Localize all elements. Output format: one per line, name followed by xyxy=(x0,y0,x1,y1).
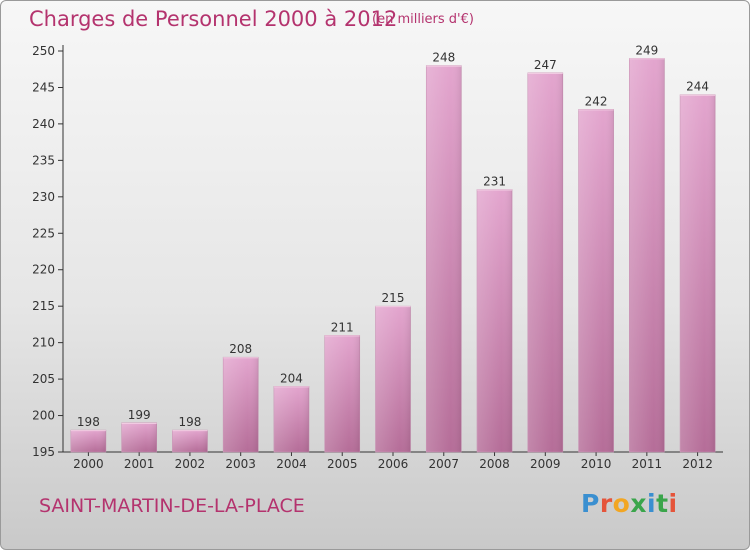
x-tick-label-2011: 2011 xyxy=(632,457,663,471)
bar-shade-2002 xyxy=(172,430,208,452)
x-tick-label-2003: 2003 xyxy=(225,457,256,471)
x-tick-label-2010: 2010 xyxy=(581,457,612,471)
y-tick-label: 235 xyxy=(32,153,55,167)
data-label-2010: 242 xyxy=(585,94,608,108)
x-tick-label-2006: 2006 xyxy=(378,457,409,471)
chart-title: Charges de Personnel 2000 à 2012 xyxy=(29,7,398,31)
data-label-2004: 204 xyxy=(280,371,303,385)
x-tick-label-2000: 2000 xyxy=(73,457,104,471)
logo-letter: P xyxy=(581,489,600,518)
chart-axes: 195 200 205 210 215 220 225 230 235 240 245 250 2000… xyxy=(32,44,723,471)
bar-shade-2008 xyxy=(477,189,513,452)
data-label-2008: 231 xyxy=(483,175,506,189)
data-label-2012: 244 xyxy=(686,80,709,94)
bar-shade-2009 xyxy=(527,72,563,452)
bar-shade-2004 xyxy=(273,386,309,452)
y-tick-label: 210 xyxy=(32,336,55,350)
logo-letter: r xyxy=(599,489,613,518)
bar-shade-2000 xyxy=(70,430,106,452)
chart-bars xyxy=(70,57,716,453)
chart-subtitle: (en milliers d'€) xyxy=(372,12,474,27)
y-tick-label: 230 xyxy=(32,190,55,204)
data-label-2006: 215 xyxy=(382,291,405,305)
bar-shade-2007 xyxy=(426,65,462,452)
y-tick-label: 205 xyxy=(32,372,55,386)
y-tick-label: 240 xyxy=(32,117,55,131)
data-label-2009: 247 xyxy=(534,58,557,72)
bar-shade-2005 xyxy=(324,335,360,452)
y-tick-label: 220 xyxy=(32,263,55,277)
data-label-2001: 199 xyxy=(128,408,151,422)
bar-shade-2006 xyxy=(375,306,411,452)
y-tick-label: 195 xyxy=(32,445,55,459)
data-label-2011: 249 xyxy=(635,43,658,57)
data-label-2000: 198 xyxy=(77,415,100,429)
logo-letter: x xyxy=(630,489,647,518)
data-label-2005: 211 xyxy=(331,320,354,334)
proxiti-logo: Proxiti xyxy=(581,489,678,518)
x-tick-label-2001: 2001 xyxy=(124,457,155,471)
bar-shade-2012 xyxy=(680,94,716,452)
bar-shade-2001 xyxy=(121,422,157,452)
x-tick-label-2005: 2005 xyxy=(327,457,358,471)
y-tick-label: 215 xyxy=(32,299,55,313)
commune-name: SAINT-MARTIN-DE-LA-PLACE xyxy=(39,495,305,517)
x-tick-label-2012: 2012 xyxy=(682,457,713,471)
logo-letter: o xyxy=(612,489,631,518)
bar-shade-2011 xyxy=(629,58,665,453)
data-label-2003: 208 xyxy=(229,342,252,356)
x-tick-label-2008: 2008 xyxy=(479,457,510,471)
data-label-2002: 198 xyxy=(178,415,201,429)
y-tick-label: 225 xyxy=(32,226,55,240)
logo-letter: i xyxy=(647,489,657,518)
x-tick-label-2007: 2007 xyxy=(428,457,459,471)
data-label-2007: 248 xyxy=(432,51,455,65)
y-tick-label: 200 xyxy=(32,409,55,423)
x-tick-label-2004: 2004 xyxy=(276,457,307,471)
x-tick-label-2009: 2009 xyxy=(530,457,561,471)
logo-letter: t xyxy=(656,489,669,518)
chart-labels: 198 199 198 208 204 211 215 248 231 247 242 249 244 xyxy=(77,43,709,429)
logo-letter: i xyxy=(668,489,678,518)
bar-shade-2003 xyxy=(223,357,259,452)
y-tick-label: 250 xyxy=(32,44,55,58)
x-tick-label-2002: 2002 xyxy=(175,457,206,471)
y-tick-label: 245 xyxy=(32,80,55,94)
bar-shade-2010 xyxy=(578,109,614,452)
